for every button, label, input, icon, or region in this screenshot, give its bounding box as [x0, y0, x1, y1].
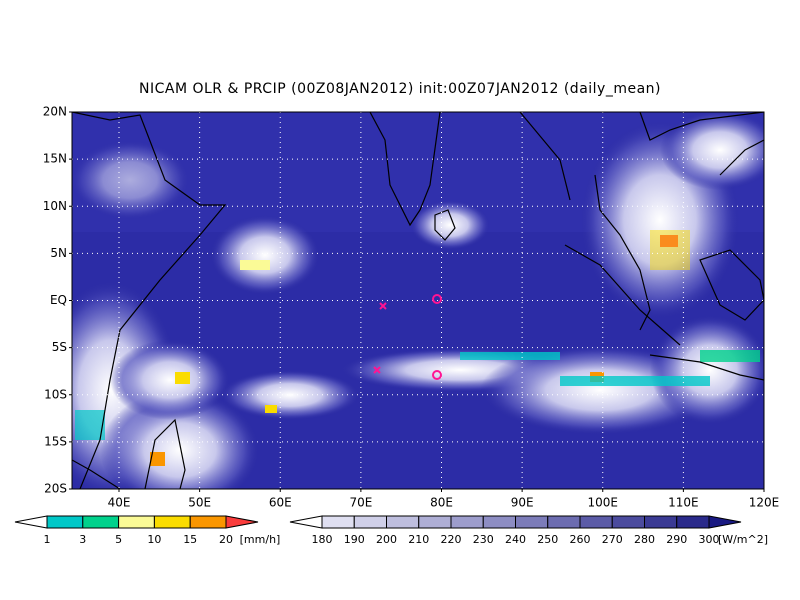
colorbar-end [289, 515, 323, 529]
colorbar-label: 230 [473, 533, 494, 546]
colorbar-box [118, 515, 155, 529]
lon-label: 110E [668, 496, 699, 510]
colorbar-label: 210 [408, 533, 429, 546]
colorbar-unit: [mm/h] [240, 533, 281, 546]
lon-label: 60E [269, 496, 292, 510]
lat-label: 10S [44, 387, 67, 401]
colorbar-end [708, 515, 742, 529]
colorbar-label: 10 [147, 533, 161, 546]
colorbar-box [386, 515, 420, 529]
colorbar-box [515, 515, 549, 529]
colorbar-box [579, 515, 613, 529]
colorbar-label: 260 [570, 533, 591, 546]
lat-label: 20N [43, 105, 67, 119]
colorbar-label: 20 [219, 533, 233, 546]
colorbar-label: 280 [634, 533, 655, 546]
lat-label: 5S [52, 340, 67, 354]
lat-label: 15N [43, 152, 67, 166]
cloud [210, 215, 320, 295]
colorbar-label: 290 [666, 533, 687, 546]
colorbar-label: 220 [441, 533, 462, 546]
colorbar-box [353, 515, 387, 529]
colorbar-box [644, 515, 678, 529]
colorbar-box [676, 515, 710, 529]
colorbar-box [482, 515, 516, 529]
colorbar-box [189, 515, 227, 529]
colorbar-label: 300 [699, 533, 720, 546]
lon-label: 100E [588, 496, 619, 510]
lon-label: 70E [349, 496, 372, 510]
cloud [100, 390, 260, 489]
colorbar-box [153, 515, 191, 529]
colorbars: 1 3 5 10 15 20 [mm/h] 180 190 200 210 220 230 240 250 2… [14, 515, 768, 546]
map-title: NICAM OLR & PRCIP (00Z08JAN2012) init:00… [139, 81, 661, 97]
colorbar-label: 200 [376, 533, 397, 546]
lat-label: 10N [43, 199, 67, 213]
colorbar-label: 240 [505, 533, 526, 546]
colorbar-box [82, 515, 120, 529]
colorbar-end [225, 515, 259, 529]
axes: 20N 15N 10N 5N EQ 5S 10S 15S 20S 40E 50E 60E 70E 80E 9… [43, 105, 780, 510]
cloud [220, 370, 360, 420]
grid [72, 112, 764, 489]
lat-label: EQ [50, 293, 67, 307]
colorbar-label: 180 [312, 533, 333, 546]
cloud [72, 140, 190, 220]
cloud [660, 112, 764, 190]
colorbar-label: 270 [602, 533, 623, 546]
colorbar-label: 1 [44, 533, 51, 546]
lat-label: 5N [50, 246, 67, 260]
colorbar-label: 3 [79, 533, 86, 546]
lat-label: 20S [44, 482, 67, 496]
colorbar-box [547, 515, 581, 529]
cloud [110, 340, 230, 420]
colorbar-box [611, 515, 645, 529]
colorbar-unit: [W/m^2] [718, 533, 768, 546]
coastlines [72, 112, 764, 489]
rain-patches [75, 230, 760, 466]
lon-label: 50E [188, 496, 211, 510]
cloud [650, 315, 764, 425]
lon-label: 40E [108, 496, 131, 510]
colorbar-label: 190 [344, 533, 365, 546]
lon-label: 90E [511, 496, 534, 510]
lon-label: 80E [430, 496, 453, 510]
lat-label: 15S [44, 434, 67, 448]
cloud [410, 200, 490, 250]
colorbar-box [46, 515, 84, 529]
colorbar-box [450, 515, 484, 529]
colorbar-label: 250 [537, 533, 558, 546]
station-markers [373, 294, 442, 380]
colorbar-box [321, 515, 355, 529]
colorbar-label: 5 [115, 533, 122, 546]
colorbar-end [14, 515, 48, 529]
lon-label: 120E [749, 496, 780, 510]
colorbar-box [418, 515, 452, 529]
map-field [72, 112, 764, 489]
colorbar-label: 15 [183, 533, 197, 546]
